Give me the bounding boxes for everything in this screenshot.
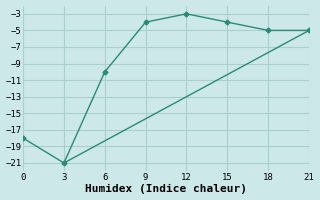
X-axis label: Humidex (Indice chaleur): Humidex (Indice chaleur): [85, 184, 247, 194]
